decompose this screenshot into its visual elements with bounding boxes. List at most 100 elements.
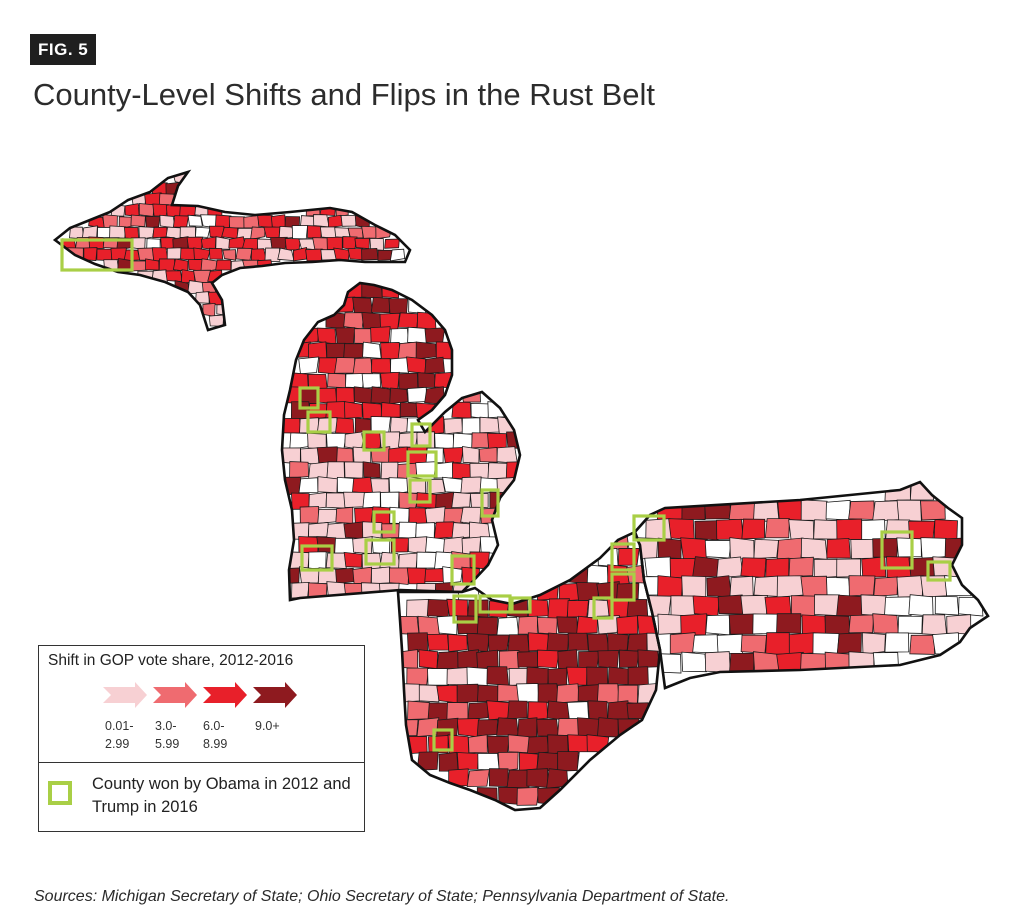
county — [669, 558, 696, 579]
county — [436, 684, 458, 704]
county — [800, 575, 828, 598]
county — [934, 595, 960, 616]
county — [326, 461, 345, 480]
county — [415, 522, 435, 540]
county — [228, 216, 246, 229]
county — [316, 327, 337, 345]
county — [325, 492, 346, 509]
county — [388, 446, 408, 464]
county — [200, 236, 217, 251]
county — [496, 616, 520, 636]
county — [788, 556, 814, 577]
county — [109, 225, 127, 240]
county — [130, 214, 146, 227]
county — [416, 551, 437, 569]
county — [920, 537, 947, 560]
county — [243, 215, 260, 229]
county — [298, 356, 320, 375]
county — [327, 372, 347, 389]
county — [645, 518, 672, 541]
county — [335, 567, 356, 584]
county — [508, 667, 530, 687]
county — [433, 521, 455, 539]
county — [885, 519, 912, 541]
flipped-county-marker — [610, 542, 636, 572]
county — [872, 652, 900, 674]
county — [909, 634, 935, 655]
county — [578, 650, 600, 670]
county — [434, 432, 455, 450]
county — [587, 700, 608, 721]
county — [443, 507, 464, 524]
legend-heading: Shift in GOP vote share, 2012-2016 — [48, 652, 294, 669]
county — [347, 227, 364, 239]
county — [469, 492, 489, 509]
county — [706, 575, 732, 598]
flipped-county-marker — [510, 596, 532, 614]
county — [334, 537, 356, 554]
county — [354, 237, 370, 250]
county — [716, 556, 744, 579]
county — [326, 522, 347, 540]
county — [527, 632, 550, 652]
county — [308, 461, 329, 480]
county — [477, 684, 499, 703]
county — [836, 632, 862, 654]
county — [398, 683, 420, 703]
county — [406, 446, 428, 465]
county — [567, 734, 590, 755]
county — [417, 372, 437, 389]
county — [145, 258, 160, 271]
county — [516, 651, 539, 668]
county — [486, 666, 510, 686]
county — [516, 786, 540, 806]
county — [451, 551, 472, 570]
county — [729, 575, 754, 597]
county — [195, 226, 211, 238]
county — [399, 401, 419, 418]
county — [586, 666, 609, 686]
county — [407, 386, 428, 403]
county — [152, 226, 168, 239]
county — [344, 461, 364, 479]
county — [250, 226, 266, 240]
legend-range-3: 6.0- 8.99 — [203, 719, 228, 751]
county — [460, 476, 482, 494]
county — [389, 248, 406, 262]
county — [826, 576, 851, 597]
county — [517, 717, 538, 738]
county — [753, 500, 780, 522]
county — [427, 668, 450, 686]
county — [507, 700, 528, 720]
county — [312, 237, 329, 251]
county — [765, 632, 791, 655]
county — [626, 599, 649, 619]
county — [788, 519, 815, 540]
legend-arrow-scale — [103, 682, 297, 708]
county — [872, 613, 899, 635]
county — [436, 717, 459, 738]
flipped-county-marker — [364, 538, 396, 566]
county — [208, 314, 225, 327]
county — [380, 491, 400, 510]
county — [729, 537, 755, 560]
county — [398, 521, 417, 539]
county — [361, 373, 382, 389]
county — [471, 432, 490, 449]
county — [461, 417, 481, 435]
county — [507, 734, 530, 754]
county — [466, 666, 489, 687]
county — [556, 616, 578, 634]
flipped-county-marker — [432, 728, 454, 752]
county — [407, 536, 428, 555]
county — [300, 215, 315, 227]
legend-arrow-4 — [253, 682, 297, 708]
county — [681, 651, 707, 673]
county — [800, 537, 828, 560]
county — [518, 752, 539, 771]
county — [456, 752, 479, 770]
county — [860, 594, 887, 617]
county — [670, 595, 696, 617]
county — [896, 537, 922, 558]
county — [235, 247, 253, 261]
